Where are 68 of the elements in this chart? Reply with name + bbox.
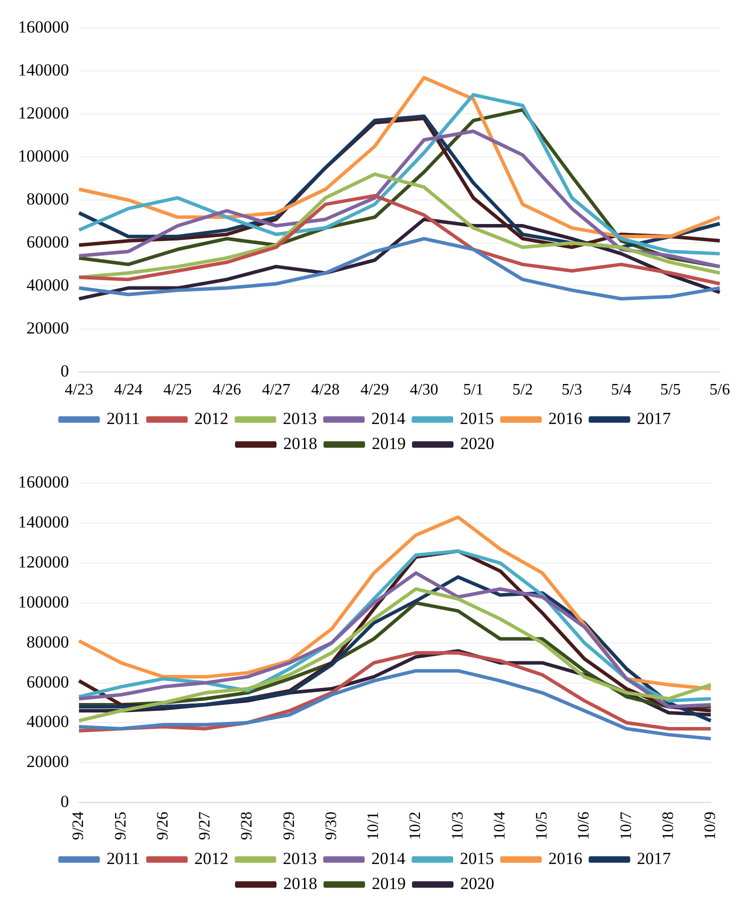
x-tick-label: 9/28 bbox=[238, 812, 256, 840]
legend-label: 2020 bbox=[460, 434, 494, 453]
x-tick-label: 4/25 bbox=[163, 382, 192, 399]
x-tick-label: 9/30 bbox=[322, 812, 340, 840]
legend-label: 2019 bbox=[372, 434, 406, 453]
legend-label: 2016 bbox=[548, 408, 582, 428]
x-tick-label: 10/5 bbox=[534, 812, 551, 840]
x-tick-label: 10/3 bbox=[449, 812, 466, 840]
legend-label: 2013 bbox=[282, 408, 317, 428]
legend-label: 2015 bbox=[460, 408, 494, 428]
x-tick-label: 4/30 bbox=[410, 382, 438, 399]
x-tick-label: 9/27 bbox=[196, 812, 214, 840]
legend-label: 2014 bbox=[371, 848, 406, 868]
y-tick-label: 20000 bbox=[26, 752, 69, 772]
legend-label: 2018 bbox=[283, 874, 318, 893]
x-tick-label: 5/1 bbox=[463, 382, 484, 399]
legend-label: 2018 bbox=[283, 434, 318, 453]
legend-label: 2016 bbox=[548, 848, 582, 868]
legend-label: 2012 bbox=[194, 848, 228, 868]
x-tick-label: 10/9 bbox=[702, 812, 720, 840]
x-tick-label: 5/3 bbox=[562, 382, 582, 399]
y-tick-label: 20000 bbox=[26, 318, 69, 338]
y-tick-label: 40000 bbox=[26, 712, 69, 732]
x-tick-label: 4/28 bbox=[311, 382, 340, 399]
legend-label: 2017 bbox=[636, 848, 672, 868]
x-tick-label: 10/7 bbox=[618, 812, 635, 840]
y-tick-label: 120000 bbox=[18, 104, 69, 123]
legend-label: 2020 bbox=[460, 874, 494, 893]
x-tick-label: 4/24 bbox=[114, 382, 143, 399]
y-tick-label: 140000 bbox=[18, 512, 69, 532]
y-tick-label: 140000 bbox=[18, 60, 69, 80]
y-tick-label: 80000 bbox=[26, 189, 69, 208]
legend-label: 2014 bbox=[371, 408, 406, 428]
x-tick-label: 10/4 bbox=[491, 812, 508, 840]
y-tick-label: 160000 bbox=[18, 472, 69, 492]
y-tick-label: 160000 bbox=[18, 18, 69, 37]
x-tick-label: 10/6 bbox=[576, 812, 593, 840]
x-tick-label: 5/4 bbox=[610, 382, 632, 399]
y-tick-label: 100000 bbox=[18, 592, 69, 612]
x-tick-label: 5/6 bbox=[710, 382, 730, 399]
y-tick-label: 40000 bbox=[26, 275, 69, 294]
y-tick-label: 80000 bbox=[26, 632, 69, 652]
legend-label: 2017 bbox=[636, 408, 672, 428]
y-tick-label: 100000 bbox=[18, 146, 69, 166]
x-tick-label: 5/2 bbox=[512, 382, 533, 399]
x-tick-label: 9/29 bbox=[280, 812, 298, 840]
legend-label: 2012 bbox=[194, 408, 228, 428]
x-tick-label: 10/2 bbox=[407, 812, 424, 840]
x-tick-label: 9/25 bbox=[112, 812, 130, 840]
y-tick-label: 60000 bbox=[26, 232, 69, 252]
legend-label: 2011 bbox=[106, 408, 140, 428]
x-tick-label: 4/29 bbox=[360, 382, 389, 399]
y-tick-label: 60000 bbox=[26, 672, 69, 692]
x-tick-label: 9/26 bbox=[154, 812, 172, 840]
x-tick-label: 4/26 bbox=[212, 382, 242, 399]
legend-label: 2011 bbox=[106, 848, 140, 868]
y-tick-label: 0 bbox=[60, 792, 69, 812]
legend-label: 2015 bbox=[460, 848, 494, 868]
legend-label: 2013 bbox=[282, 848, 317, 868]
x-tick-label: 5/5 bbox=[660, 382, 681, 399]
x-tick-label: 10/8 bbox=[660, 812, 677, 840]
x-tick-label: 10/1 bbox=[365, 812, 382, 840]
legend-label: 2019 bbox=[372, 874, 406, 893]
x-tick-label: 9/24 bbox=[70, 812, 88, 840]
x-tick-label: 4/23 bbox=[64, 382, 94, 399]
y-tick-label: 0 bbox=[60, 361, 69, 380]
y-tick-label: 120000 bbox=[18, 552, 69, 572]
x-tick-label: 4/27 bbox=[262, 382, 290, 399]
